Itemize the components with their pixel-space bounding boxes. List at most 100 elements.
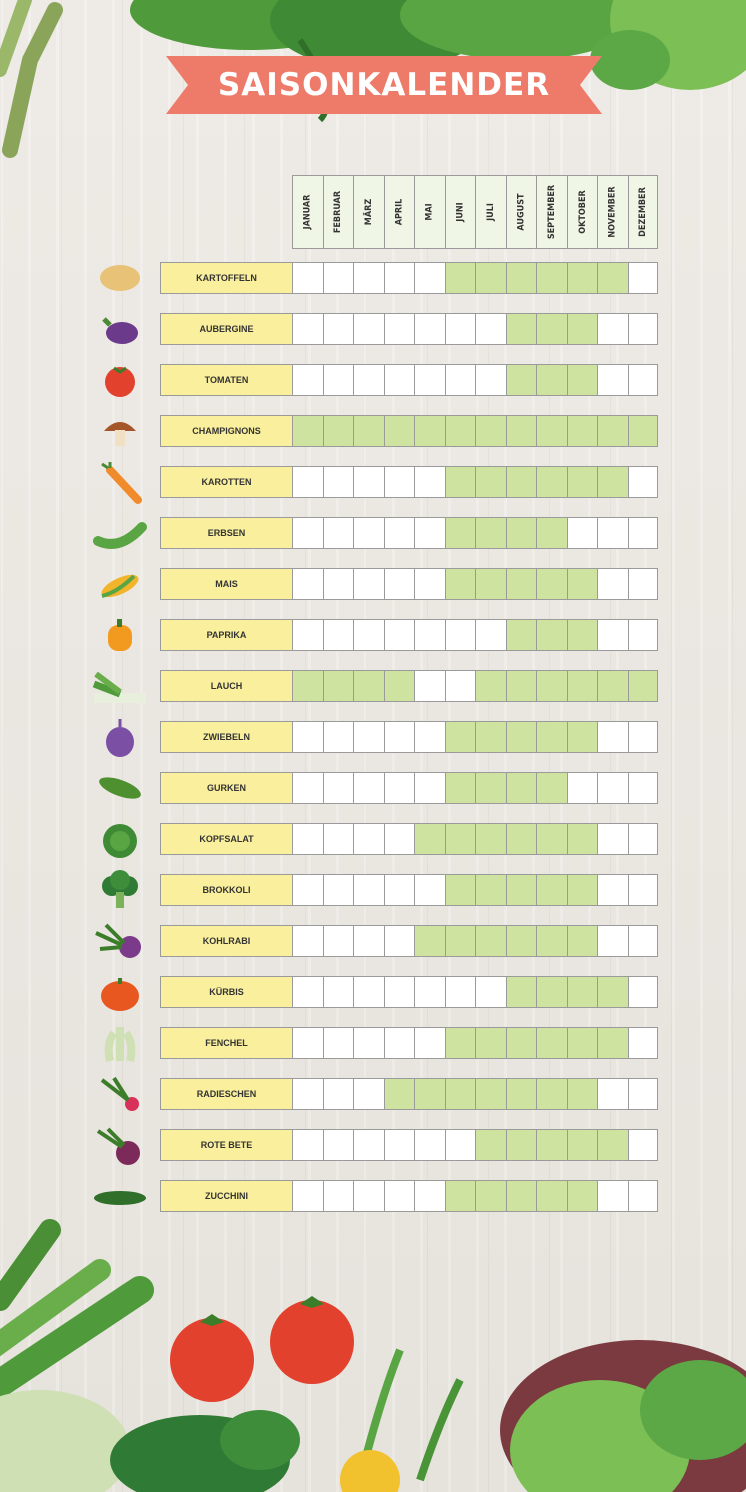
month-header: JULI	[475, 175, 506, 249]
season-cell-in-season	[505, 772, 536, 804]
season-cell-in-season	[627, 415, 658, 447]
season-cell-in-season	[536, 1027, 567, 1059]
season-cell-off-season	[353, 1129, 384, 1161]
month-label: SEPTEMBER	[546, 184, 557, 240]
season-cell-off-season	[414, 1027, 445, 1059]
season-cell-off-season	[627, 874, 658, 906]
season-cell-in-season	[566, 568, 597, 600]
season-cell-off-season	[475, 313, 506, 345]
season-cell-in-season	[444, 517, 475, 549]
season-cell-in-season	[505, 313, 536, 345]
season-cell-off-season	[383, 772, 414, 804]
season-cell-off-season	[322, 619, 353, 651]
vegetable-row: GURKEN	[160, 772, 658, 804]
season-cell-in-season	[444, 415, 475, 447]
vegetable-label: MAIS	[160, 568, 292, 600]
season-cell-in-season	[566, 823, 597, 855]
vegetable-row: RADIESCHEN	[160, 1078, 658, 1110]
season-cell-off-season	[597, 721, 628, 753]
season-cell-in-season	[475, 1129, 506, 1161]
season-cell-in-season	[505, 415, 536, 447]
season-cell-in-season	[505, 1027, 536, 1059]
season-cell-off-season	[322, 1129, 353, 1161]
vegetable-row: ERBSEN	[160, 517, 658, 549]
season-cell-off-season	[292, 976, 323, 1008]
season-cell-in-season	[536, 313, 567, 345]
month-header: DEZEMBER	[627, 175, 658, 249]
season-cell-off-season	[627, 517, 658, 549]
season-cell-in-season	[383, 1078, 414, 1110]
season-cell-in-season	[566, 619, 597, 651]
season-cell-off-season	[597, 517, 628, 549]
season-cell-in-season	[475, 262, 506, 294]
season-cell-in-season	[536, 823, 567, 855]
season-cell-off-season	[292, 517, 323, 549]
vegetable-label: KÜRBIS	[160, 976, 292, 1008]
vegetable-row: ZUCCHINI	[160, 1180, 658, 1212]
month-header-row: JANUAR FEBRUAR MÄRZ APRIL MAI JUNI JULI AUGUST S…	[292, 175, 658, 249]
season-cell-off-season	[292, 619, 323, 651]
season-cell-in-season	[597, 466, 628, 498]
season-cell-off-season	[383, 1180, 414, 1212]
season-cell-off-season	[353, 364, 384, 396]
season-cell-in-season	[475, 415, 506, 447]
season-cell-off-season	[627, 364, 658, 396]
season-cell-in-season	[475, 1078, 506, 1110]
season-cell-in-season	[383, 670, 414, 702]
season-cell-in-season	[414, 1078, 445, 1110]
month-label: DEZEMBER	[637, 187, 648, 237]
season-cell-off-season	[627, 1129, 658, 1161]
radish-icon	[90, 1072, 150, 1116]
season-cell-off-season	[322, 568, 353, 600]
season-cell-off-season	[292, 1129, 323, 1161]
season-cell-in-season	[566, 670, 597, 702]
season-cell-in-season	[505, 976, 536, 1008]
season-cell-off-season	[353, 874, 384, 906]
season-cell-off-season	[383, 874, 414, 906]
season-cell-off-season	[322, 1078, 353, 1110]
season-cell-in-season	[536, 1129, 567, 1161]
season-cell-in-season	[505, 1129, 536, 1161]
season-cell-in-season	[566, 466, 597, 498]
season-cell-in-season	[536, 262, 567, 294]
season-cell-off-season	[444, 976, 475, 1008]
season-cell-off-season	[292, 364, 323, 396]
season-cell-in-season	[505, 517, 536, 549]
vegetable-row: KÜRBIS	[160, 976, 658, 1008]
vegetable-label: BROKKOLI	[160, 874, 292, 906]
season-cell-off-season	[444, 364, 475, 396]
kohlrabi-icon	[90, 919, 150, 963]
season-cell-in-season	[322, 415, 353, 447]
season-cell-off-season	[322, 262, 353, 294]
season-cell-in-season	[444, 1078, 475, 1110]
season-cell-off-season	[475, 976, 506, 1008]
season-cell-in-season	[566, 364, 597, 396]
season-cell-off-season	[322, 466, 353, 498]
season-cell-off-season	[444, 1129, 475, 1161]
season-cell-in-season	[444, 925, 475, 957]
season-cell-in-season	[566, 415, 597, 447]
season-cell-off-season	[383, 925, 414, 957]
season-cell-off-season	[597, 619, 628, 651]
season-cell-in-season	[292, 670, 323, 702]
season-cell-off-season	[414, 874, 445, 906]
season-cell-off-season	[383, 262, 414, 294]
season-cell-off-season	[475, 364, 506, 396]
season-cell-off-season	[322, 925, 353, 957]
vegetable-label: KARTOFFELN	[160, 262, 292, 294]
season-cell-in-season	[505, 568, 536, 600]
season-cell-off-season	[414, 568, 445, 600]
mushroom-icon	[90, 409, 150, 453]
season-cell-off-season	[383, 568, 414, 600]
season-cell-in-season	[536, 670, 567, 702]
vegetable-row: KAROTTEN	[160, 466, 658, 498]
season-cell-in-season	[353, 670, 384, 702]
season-cell-off-season	[414, 670, 445, 702]
season-cell-off-season	[322, 517, 353, 549]
season-cell-in-season	[505, 721, 536, 753]
vegetable-label: RADIESCHEN	[160, 1078, 292, 1110]
season-cell-off-season	[414, 517, 445, 549]
month-header: AUGUST	[505, 175, 536, 249]
season-cell-off-season	[414, 262, 445, 294]
season-cell-off-season	[597, 568, 628, 600]
